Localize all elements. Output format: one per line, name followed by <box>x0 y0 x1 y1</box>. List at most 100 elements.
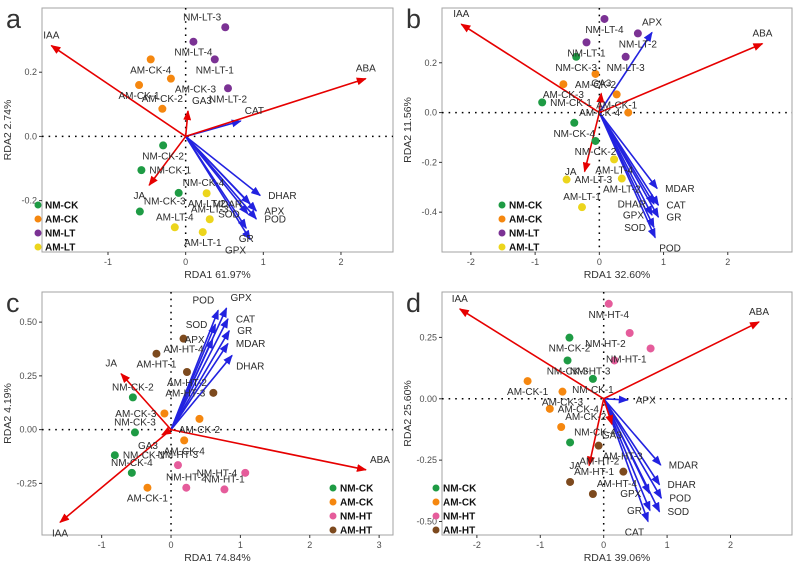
y-axis-title: RDA2 11.56% <box>402 97 414 163</box>
data-point-nm-ht-2 <box>182 483 191 492</box>
rda-plot-a: -1 0 1 2 -0.2 0.0 0.2 RDA1 61.97% RDA2 2.74% NM-L… <box>2 4 394 281</box>
point-label-nm-ck-3: NM-CK-3 <box>114 417 156 428</box>
legend-label-am-ht: AM-HT <box>340 526 372 537</box>
point-label-am-lt-4: AM-LT-4 <box>156 212 194 223</box>
data-point-am-lt-1 <box>578 203 586 212</box>
x-axis-tick-label: 1 <box>665 540 670 550</box>
legend: NM-CK AM-CK NM-LT AM-LT <box>498 201 543 254</box>
arrow-label-ga3: GA3 <box>602 430 622 441</box>
arrow-label-mdar: MDAR <box>213 199 242 210</box>
enzyme-arrow-cat <box>598 112 660 207</box>
data-point-nm-ck-4 <box>566 438 575 447</box>
arrow-label-ja: JA <box>569 461 581 472</box>
data-point-am-lt-4 <box>170 223 179 232</box>
arrow-label-pod: POD <box>264 214 286 225</box>
x-axis-tick-label: 0 <box>169 540 174 550</box>
point-label-am-ht-3: AM-HT-3 <box>165 388 205 399</box>
arrow-label-gr: GR <box>237 326 252 337</box>
y-axis-tick-label: 0.2 <box>424 58 437 68</box>
arrow-label-sod: SOD <box>667 507 689 518</box>
point-label-am-ht-1: AM-HT-1 <box>574 467 614 478</box>
data-point-am-ck-2 <box>557 423 566 431</box>
arrow-label-mdar: MDAR <box>236 339 265 350</box>
hormone-arrow-ja <box>148 135 187 187</box>
arrow-label-apx: APX <box>185 335 205 346</box>
legend-swatch-am-ck <box>498 215 506 223</box>
enzyme-arrow-dhar <box>185 135 261 197</box>
arrow-label-aba: ABA <box>752 29 772 40</box>
data-point-nm-lt-3 <box>221 23 230 32</box>
arrow-label-iaa: IAA <box>52 528 68 539</box>
point-label-am-ck-4: AM-CK-4 <box>164 446 206 457</box>
point-label-nm-lt-4: NM-LT-4 <box>585 25 624 36</box>
point-label-nm-ck-2: NM-CK-2 <box>575 147 617 158</box>
x-axis-title: RDA1 39.06% <box>584 552 651 564</box>
point-label-nm-lt-4: NM-LT-4 <box>174 48 213 59</box>
point-label-nm-lt-3: NM-LT-3 <box>607 63 646 74</box>
rda-plot-d: -2 -1 0 1 2 -0.50 -0.25 0.00 0.25 RDA1 39.06% RDA2… <box>402 288 793 564</box>
enzyme-arrow-mdar <box>603 398 662 466</box>
point-label-nm-lt-1: NM-LT-1 <box>567 48 606 59</box>
y-axis-tick-label: 0.0 <box>424 108 437 118</box>
x-axis-title: RDA1 61.97% <box>184 269 251 281</box>
arrow-label-aba: ABA <box>356 64 376 75</box>
point-label-am-ck-2: AM-CK-2 <box>142 94 184 105</box>
point-label-nm-lt-2: NM-LT-2 <box>619 39 658 50</box>
legend-label-nm-lt: NM-LT <box>45 229 75 240</box>
legend-swatch-am-lt <box>34 243 42 251</box>
legend: NM-CK AM-CK NM-HT AM-HT <box>432 484 477 537</box>
data-point-nm-ck-1 <box>538 98 547 107</box>
point-label-nm-ck-4: NM-CK-4 <box>111 458 153 469</box>
legend-label-am-ht: AM-HT <box>443 526 475 537</box>
arrow-label-gpx: GPX <box>623 211 644 222</box>
data-point-am-lt-4 <box>610 155 619 164</box>
arrow-label-dhar: DHAR <box>667 480 695 491</box>
legend-swatch-am-ht <box>432 526 440 534</box>
data-point-nm-ck-3 <box>563 356 572 365</box>
data-point-am-ck-2 <box>158 104 167 113</box>
data-point-am-ck-2 <box>195 414 204 423</box>
y-axis-tick-label: -0.50 <box>416 517 437 527</box>
point-label-am-ht-2: AM-HT-2 <box>167 378 207 389</box>
data-point-am-ht-2 <box>619 467 628 476</box>
point-label-am-ck-2: AM-CK-2 <box>179 425 221 436</box>
legend-swatch-am-ck <box>432 498 440 506</box>
point-label-nm-ck-3: NM-CK-3 <box>144 197 186 208</box>
y-axis-tick-label: 0.0 <box>24 131 37 141</box>
y-axis-title: RDA2 2.74% <box>2 100 14 161</box>
plot-border <box>41 7 394 253</box>
point-label-am-ht-4: AM-HT-4 <box>597 479 637 490</box>
enzyme-arrow-pod <box>185 135 257 220</box>
x-axis-tick-label: -1 <box>104 257 112 267</box>
data-point-am-lt-3 <box>562 175 571 184</box>
arrow-label-pod: POD <box>193 295 215 306</box>
legend: NM-CK AM-CK NM-LT AM-LT <box>34 201 79 254</box>
hormone-arrow-iaa <box>458 308 605 400</box>
point-label-am-ck-1: AM-CK-1 <box>507 387 549 398</box>
point-label-am-ck-1: AM-CK-1 <box>127 494 169 505</box>
enzyme-arrow-pod <box>598 112 656 239</box>
point-label-nm-ck-1: NM-CK-1 <box>550 98 592 109</box>
point-label-am-ht-2: AM-HT-2 <box>579 457 619 468</box>
point-label-am-lt-1: AM-LT-1 <box>184 238 222 249</box>
data-point-nm-lt-2 <box>633 29 642 38</box>
legend-swatch-nm-ck <box>329 484 337 492</box>
data-point-nm-ck-2 <box>565 333 574 342</box>
data-point-nm-ht-3 <box>610 356 619 365</box>
arrow-label-cat: CAT <box>236 314 255 325</box>
point-label-am-ht-4: AM-HT-4 <box>164 345 204 356</box>
legend-swatch-nm-ck <box>34 201 42 209</box>
y-axis-tick-label: 0.2 <box>24 67 37 77</box>
x-axis-tick-label: 0 <box>597 257 602 267</box>
data-point-nm-lt-1 <box>210 55 219 64</box>
data-point-nm-ht-2 <box>625 328 634 337</box>
point-label-nm-ck-1: NM-CK-1 <box>149 166 191 177</box>
panel-a: -1 0 1 2 -0.2 0.0 0.2 RDA1 61.97% RDA2 2.74% NM-L… <box>0 0 400 284</box>
legend-label-nm-lt: NM-LT <box>509 229 539 240</box>
point-label-am-lt-1: AM-LT-1 <box>563 192 601 203</box>
arrow-label-gpx: GPX <box>231 293 252 304</box>
data-point-am-ck-4 <box>146 55 155 64</box>
data-point-nm-ck-3 <box>572 52 581 61</box>
hormone-arrow-ga3 <box>602 398 613 426</box>
arrow-label-apx: APX <box>636 396 656 407</box>
